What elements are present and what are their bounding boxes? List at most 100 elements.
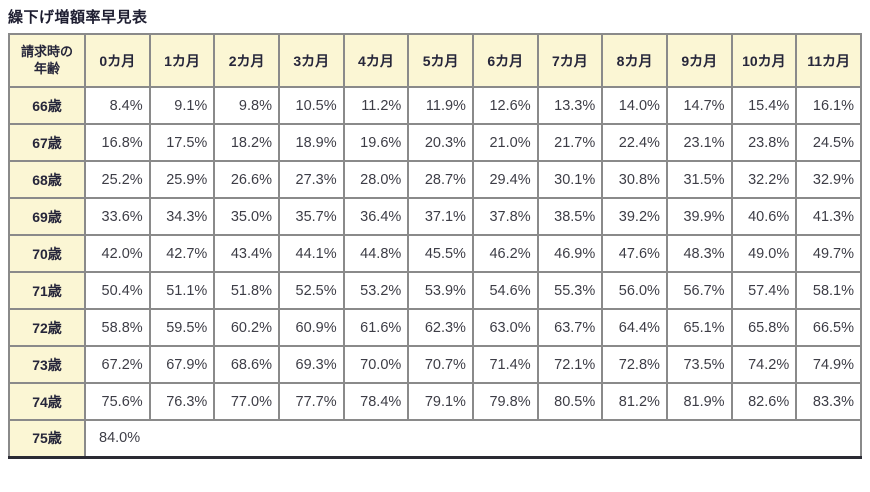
age-cell: 68歳 — [8, 160, 86, 199]
rate-cell: 45.5% — [407, 234, 474, 273]
month-header: 8カ月 — [601, 33, 668, 88]
rate-cell: 50.4% — [84, 271, 151, 310]
rate-cell: 21.7% — [536, 123, 604, 162]
rate-cell: 75.6% — [84, 382, 151, 421]
rate-cell: 66.5% — [795, 308, 862, 347]
table-row: 67歳 16.8% 17.5% 18.2% 18.9% 19.6% 20.3% 21.0% 21… — [8, 123, 862, 162]
rate-cell: 12.6% — [471, 86, 539, 125]
rate-cell: 55.3% — [536, 271, 604, 310]
rate-cell: 70.0% — [342, 345, 410, 384]
rate-cell: 25.2% — [84, 160, 151, 199]
rate-cell: 56.7% — [665, 271, 733, 310]
rate-cell: 40.6% — [730, 197, 798, 236]
rate-cell: 46.2% — [471, 234, 539, 273]
rate-cell: 51.1% — [148, 271, 216, 310]
rate-cell: 77.0% — [213, 382, 280, 421]
month-header: 1カ月 — [148, 33, 216, 88]
rate-cell: 49.0% — [730, 234, 798, 273]
rate-cell: 68.6% — [213, 345, 280, 384]
rate-cell: 63.0% — [471, 308, 539, 347]
rate-cell: 53.9% — [407, 271, 474, 310]
rate-cell: 58.8% — [84, 308, 151, 347]
age-cell: 66歳 — [8, 86, 86, 125]
rate-cell: 25.9% — [148, 160, 216, 199]
age-cell: 72歳 — [8, 308, 86, 347]
rate-cell: 67.9% — [148, 345, 216, 384]
table-row: 69歳 33.6% 34.3% 35.0% 35.7% 36.4% 37.1% 37.8% 38… — [8, 197, 862, 236]
rate-cell: 30.1% — [536, 160, 604, 199]
rate-cell: 62.3% — [407, 308, 474, 347]
age-cell: 73歳 — [8, 345, 86, 384]
rate-cell: 72.1% — [536, 345, 604, 384]
month-header: 10カ月 — [730, 33, 798, 88]
header-row: 請求時の 年齢 0カ月 1カ月 2カ月 3カ月 4カ月 5カ月 6カ月 7カ月 8カ月 9カ月 10… — [8, 33, 862, 88]
table-row: 68歳 25.2% 25.9% 26.6% 27.3% 28.0% 28.7% 29.4% 30… — [8, 160, 862, 199]
rate-cell: 18.9% — [277, 123, 345, 162]
table-body: 66歳 8.4% 9.1% 9.8% 10.5% 11.2% 11.9% 12.6% 13.3%… — [8, 86, 862, 459]
rate-cell: 74.2% — [730, 345, 798, 384]
rate-cell: 37.8% — [471, 197, 539, 236]
rate-cell: 16.1% — [795, 86, 862, 125]
rate-cell: 56.0% — [601, 271, 668, 310]
rate-cell: 43.4% — [213, 234, 280, 273]
month-header: 5カ月 — [407, 33, 474, 88]
rate-cell: 78.4% — [342, 382, 410, 421]
rate-cell: 61.6% — [342, 308, 410, 347]
rate-cell: 18.2% — [213, 123, 280, 162]
rate-cell: 30.8% — [601, 160, 668, 199]
rate-cell: 81.9% — [665, 382, 733, 421]
age-cell: 74歳 — [8, 382, 86, 421]
rate-cell: 38.5% — [536, 197, 604, 236]
rate-cell: 67.2% — [84, 345, 151, 384]
rate-cell: 83.3% — [795, 382, 862, 421]
rate-cell: 60.9% — [277, 308, 345, 347]
rate-cell: 9.1% — [148, 86, 216, 125]
rate-cell: 13.3% — [536, 86, 604, 125]
month-header: 7カ月 — [536, 33, 604, 88]
corner-header-line1: 請求時の — [20, 43, 73, 59]
rate-cell: 48.3% — [665, 234, 733, 273]
page-title: 繰下げ増額率早見表 — [8, 9, 148, 26]
rate-cell: 20.3% — [407, 123, 474, 162]
rate-cell: 57.4% — [730, 271, 798, 310]
rate-cell: 63.7% — [536, 308, 604, 347]
rate-cell: 39.2% — [601, 197, 668, 236]
rate-cell: 79.8% — [471, 382, 539, 421]
rate-cell: 34.3% — [148, 197, 216, 236]
rate-cell: 51.8% — [213, 271, 280, 310]
rate-cell: 28.7% — [407, 160, 474, 199]
rate-cell: 21.0% — [471, 123, 539, 162]
rate-cell: 39.9% — [665, 197, 733, 236]
month-header: 4カ月 — [342, 33, 410, 88]
rate-cell: 32.9% — [795, 160, 862, 199]
rate-cell: 9.8% — [213, 86, 280, 125]
rate-cell: 52.5% — [277, 271, 345, 310]
rate-cell: 14.7% — [665, 86, 733, 125]
rate-cell: 8.4% — [84, 86, 151, 125]
rate-cell: 16.8% — [84, 123, 151, 162]
age-cell: 75歳 — [8, 419, 86, 459]
table-row: 73歳 67.2% 67.9% 68.6% 69.3% 70.0% 70.7% 71.4% 72… — [8, 345, 862, 384]
rate-cell: 37.1% — [407, 197, 474, 236]
rate-cell: 70.7% — [407, 345, 474, 384]
table-row: 71歳 50.4% 51.1% 51.8% 52.5% 53.2% 53.9% 54.6% 55… — [8, 271, 862, 310]
rate-cell: 81.2% — [601, 382, 668, 421]
rate-cell: 29.4% — [471, 160, 539, 199]
corner-header-line2: 年齢 — [33, 60, 60, 76]
rate-cell: 65.1% — [665, 308, 733, 347]
rate-cell: 35.7% — [277, 197, 345, 236]
rate-cell: 73.5% — [665, 345, 733, 384]
rate-cell: 32.2% — [730, 160, 798, 199]
table-row: 66歳 8.4% 9.1% 9.8% 10.5% 11.2% 11.9% 12.6% 13.3%… — [8, 86, 862, 125]
rate-cell: 44.8% — [342, 234, 410, 273]
rate-cell: 26.6% — [213, 160, 280, 199]
rate-cell: 69.3% — [277, 345, 345, 384]
table-row: 75歳 84.0% — [8, 419, 862, 459]
rate-cell: 42.7% — [148, 234, 216, 273]
rate-cell: 74.9% — [795, 345, 862, 384]
rate-cell: 53.2% — [342, 271, 410, 310]
month-header: 9カ月 — [665, 33, 733, 88]
rate-cell: 76.3% — [148, 382, 216, 421]
month-header: 11カ月 — [795, 33, 862, 88]
